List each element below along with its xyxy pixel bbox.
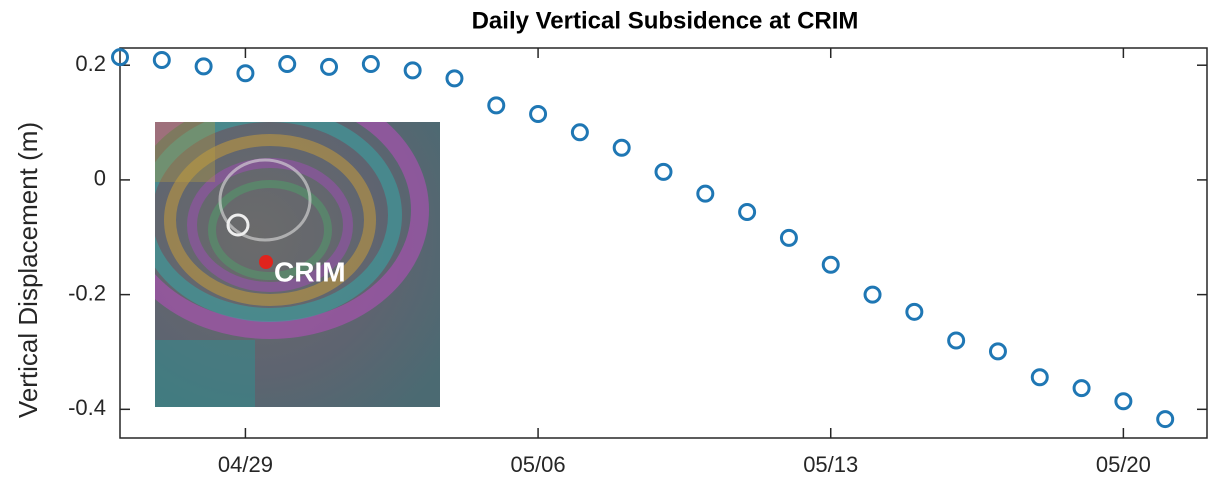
plot-frame (119, 47, 1208, 439)
data-point (779, 228, 798, 247)
data-point (111, 48, 129, 67)
data-point (988, 342, 1007, 361)
data-point (403, 61, 422, 80)
site-marker (259, 255, 273, 269)
data-point (821, 255, 840, 274)
inset-image (155, 122, 440, 407)
y-tick-label: -0.2 (68, 280, 106, 305)
data-point (1072, 379, 1091, 398)
data-point (947, 331, 966, 350)
data-point (570, 123, 589, 142)
data-point (152, 51, 171, 70)
data-point (236, 64, 255, 83)
x-tick-label: 04/29 (218, 452, 273, 477)
data-point (738, 203, 757, 222)
data-point (863, 285, 882, 304)
data-point (696, 184, 715, 203)
x-tick-label: 05/06 (511, 452, 566, 477)
y-tick-label: 0 (94, 166, 106, 191)
data-point (487, 96, 506, 115)
y-tick-label: 0.2 (75, 51, 106, 76)
data-point (278, 55, 297, 74)
x-tick-label: 05/20 (1096, 452, 1151, 477)
chart-title: Daily Vertical Subsidence at CRIM (472, 7, 859, 34)
data-point (612, 138, 631, 157)
x-tick-label: 05/13 (803, 452, 858, 477)
data-point (194, 57, 213, 76)
data-point (445, 69, 464, 88)
data-point (905, 302, 924, 321)
data-point (1030, 368, 1049, 387)
y-tick-label: -0.4 (68, 395, 106, 420)
inset-label: CRIM (274, 256, 346, 287)
y-axis-label: Vertical Displacement (m) (13, 122, 43, 418)
data-point (1156, 410, 1175, 429)
data-point (361, 55, 380, 74)
data-point (529, 104, 548, 123)
data-point (320, 57, 339, 76)
data-point (1114, 392, 1133, 411)
data-point (654, 162, 673, 181)
